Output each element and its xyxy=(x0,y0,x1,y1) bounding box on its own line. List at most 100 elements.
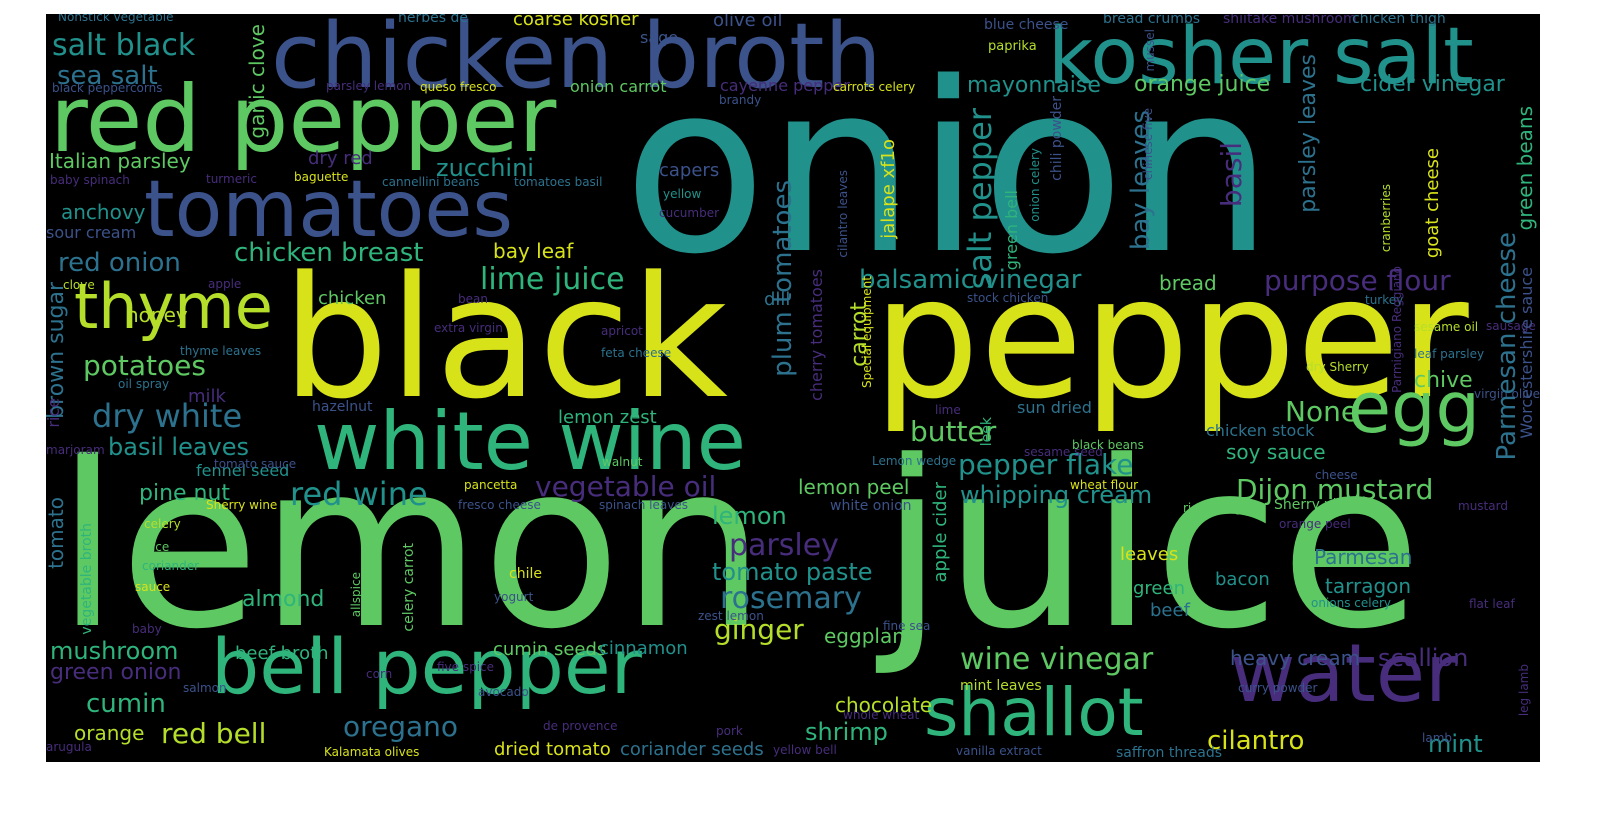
word-coriander-seeds: coriander seeds xyxy=(620,739,764,760)
word-egg: egg xyxy=(1348,367,1480,449)
word-vegetable-oil: vegetable oil xyxy=(535,470,717,503)
word-coriander: coriander xyxy=(142,559,200,573)
word-coarse-kosher: coarse kosher xyxy=(513,14,639,30)
word-tomato-paste: tomato paste xyxy=(712,558,873,586)
word-butter: butter xyxy=(910,415,997,448)
word-white-onion: white onion xyxy=(830,498,912,514)
word-lemon-wedge: Lemon wedge xyxy=(872,454,957,468)
word-leek: leek xyxy=(979,417,995,447)
word-chicken: chicken xyxy=(318,288,387,309)
word-goat-cheese: goat cheese xyxy=(1422,148,1443,259)
word-salmon: salmon xyxy=(183,681,227,695)
word-black: black xyxy=(282,240,728,436)
word-yellow-bell: yellow bell xyxy=(773,743,837,757)
word-worcestershire-sauce: Worcestershire sauce xyxy=(1517,267,1536,439)
word-bean: bean xyxy=(458,292,488,306)
word-milk: milk xyxy=(188,386,226,407)
word-chicken-stock: chicken stock xyxy=(1206,421,1315,440)
word-sherry-wine: Sherry wine xyxy=(206,498,278,512)
word-cloud: onion lemon juice black pepper chicken broth k… xyxy=(46,14,1540,762)
word-wheat-flour: wheat flour xyxy=(1070,478,1139,492)
word-sun-dried: sun dried xyxy=(1017,398,1092,417)
word-soy-sauce: soy sauce xyxy=(1226,440,1326,464)
word-apple-cider: apple cider xyxy=(930,482,951,583)
word-capers: capers xyxy=(659,160,720,181)
word-mint: mint xyxy=(1428,730,1483,758)
word-onions-celery: onions celery xyxy=(1311,596,1392,610)
word-de-provence: de provence xyxy=(543,719,618,733)
word-curry-powder: curry powder xyxy=(1238,681,1318,695)
word-potatoes: potatoes xyxy=(83,349,206,382)
word-tomatoes-basil: tomatoes basil xyxy=(514,175,603,189)
word-avocado: avocado xyxy=(478,685,529,699)
word-marjoram: marjoram xyxy=(46,443,105,457)
word-cheese: cheese xyxy=(1315,468,1358,482)
word-turmeric: turmeric xyxy=(206,172,257,186)
word-shiitake-mushroom: shiitake mushroom xyxy=(1223,14,1357,27)
word-italian-parsley: Italian parsley xyxy=(49,149,191,173)
word-saffron-threads: saffron threads xyxy=(1116,745,1223,761)
word-green-beans: green beans xyxy=(1513,106,1537,231)
word-purpose-flour: purpose flour xyxy=(1264,264,1451,297)
word-cider-vinegar: cider vinegar xyxy=(1360,72,1505,97)
word-baby: baby xyxy=(132,622,162,636)
word-fine-sea: fine sea xyxy=(883,619,931,633)
word-basil-leaves: basil leaves xyxy=(108,433,250,461)
word-orange-juice: orange juice xyxy=(1134,72,1271,97)
word-black-beans: black beans xyxy=(1072,438,1144,452)
word-red-wine: red wine xyxy=(290,475,428,513)
word-vanilla-extract: vanilla extract xyxy=(956,744,1042,758)
word-turkey: turkey xyxy=(1365,293,1404,307)
word-green-bell: green bell xyxy=(1002,190,1021,271)
word-carrots-celery: carrots celery xyxy=(833,80,916,94)
word-bread: bread xyxy=(1159,271,1217,295)
word-scallion: scallion xyxy=(1378,644,1469,672)
word-cannellini-beans: cannellini beans xyxy=(382,175,480,189)
word-sage: sage xyxy=(640,28,679,47)
word-ginger: ginger xyxy=(714,613,804,646)
word-salt-pepper: salt pepper xyxy=(961,108,999,290)
word-pepper-flake: pepper flake xyxy=(958,448,1134,481)
word-spinach-leaves: spinach leaves xyxy=(599,498,688,512)
word-apple: apple xyxy=(208,277,242,291)
word-tarragon: tarragon xyxy=(1325,574,1412,598)
word-bacon: bacon xyxy=(1215,569,1270,590)
word-cilantro: cilantro xyxy=(1207,726,1305,756)
word-walnut: walnut xyxy=(602,455,643,469)
word-clove: clove xyxy=(63,278,95,292)
word-rosemary: rosemary xyxy=(720,581,862,616)
word-eggplant: eggplant xyxy=(824,624,913,648)
word-apricot: apricot xyxy=(601,324,643,338)
word-white-wine: white wine xyxy=(314,395,746,488)
word-onion-carrot: onion carrot xyxy=(570,77,667,96)
word-orange-peel: orange peel xyxy=(1279,517,1351,531)
word-whipping-cream: whipping cream xyxy=(960,481,1153,509)
word-celery-carrot: celery carrot xyxy=(401,543,417,632)
word-water: water xyxy=(1230,627,1458,720)
word-basil: basil xyxy=(1215,142,1248,208)
word-allspice: allspice xyxy=(349,572,363,618)
word-chicken-breast: chicken breast xyxy=(234,238,424,268)
word-juice: juice xyxy=(880,413,1422,680)
word-beef-broth: beef broth xyxy=(235,643,329,664)
word-pork: pork xyxy=(716,724,743,738)
word-mayonnaise: mayonnaise xyxy=(967,73,1101,98)
word-herbes-de: herbes de xyxy=(398,14,468,26)
word-whole-wheat: whole wheat xyxy=(843,708,920,722)
word-leg-lamb: leg lamb xyxy=(1517,664,1531,717)
word-shallot: shallot xyxy=(924,674,1144,751)
word-chile: chile xyxy=(509,566,542,582)
word-beef: beef xyxy=(1150,600,1190,621)
word-chocolate: chocolate xyxy=(835,693,933,717)
word-lamb: lamb xyxy=(1422,731,1452,745)
word-dry-red: dry red xyxy=(308,148,373,169)
word-parmesan: Parmesan xyxy=(1314,545,1413,569)
word-parmigiano-reggiano: Parmigiano Reggiano xyxy=(1390,266,1404,393)
word-oil-spray: oil spray xyxy=(118,377,170,391)
word-special-equipment: Special equipment xyxy=(860,276,874,388)
word-tomato: tomato xyxy=(46,497,68,569)
word-virgin-olive: virgin olive xyxy=(1473,387,1540,401)
word-queso-fresco: queso fresco xyxy=(420,80,497,94)
word-leaf-parsley: leaf parsley xyxy=(1414,347,1485,361)
word-black-peppercorns: black peppercorns xyxy=(52,81,163,95)
